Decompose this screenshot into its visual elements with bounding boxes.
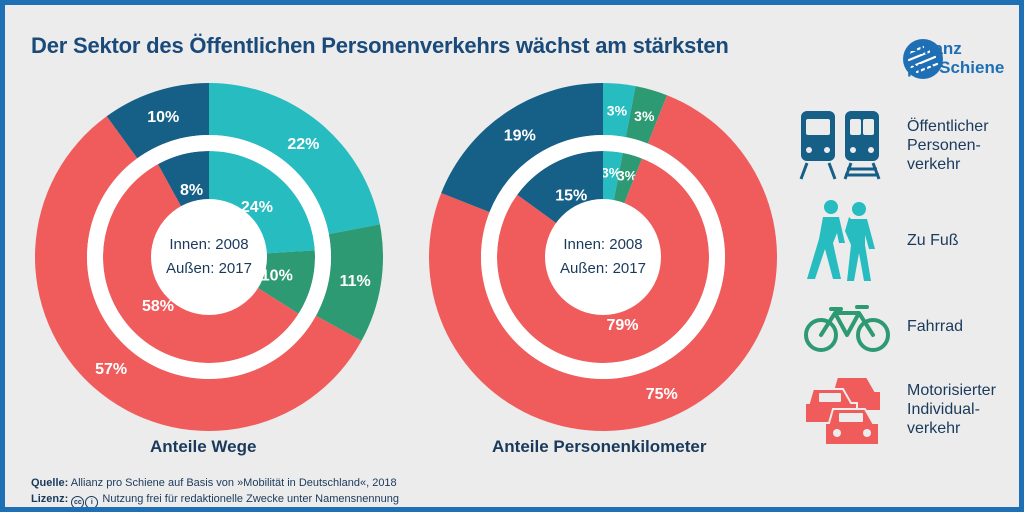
slice-chart2-2017-oepnv xyxy=(603,83,636,138)
cars-icon xyxy=(804,376,882,446)
label-chart1-2008-fuss: 10% xyxy=(261,267,293,284)
center-text-chart1-line2: Außen: 2017 xyxy=(166,260,252,277)
legend-item-motor: Motorisierter Individual- verkehr xyxy=(797,371,1017,455)
legend-label-fahrrad: Fahrrad xyxy=(907,318,964,335)
allianz-logo-icon xyxy=(903,39,943,79)
label-chart2-2017-oepnv: 3% xyxy=(607,103,628,119)
label-chart2-2008-motor: 79% xyxy=(607,317,639,334)
label-chart2-2008-oepnv: 3% xyxy=(601,164,622,180)
train-icon xyxy=(799,111,881,180)
chart-title-personenkilometer: Anteile Personenkilometer xyxy=(492,437,707,456)
slice-chart2-2017-fahrrad xyxy=(441,82,603,213)
label-chart1-2008-motor: 58% xyxy=(142,298,174,315)
slice-chart1-2017-motor xyxy=(34,116,362,432)
label-chart2-2008-fahrrad: 15% xyxy=(555,188,587,205)
license-line: Lizenz: cc i Nutzung frei für redaktionel… xyxy=(31,491,399,507)
charts-area: 24% 10% 58% 8% 22% 11% 57% 10% Innen: 2008 Außen:… xyxy=(34,82,778,432)
label-chart1-2017-motor: 57% xyxy=(95,361,127,378)
separator-ring-chart2 xyxy=(481,135,725,379)
label-chart2-2017-fahrrad: 19% xyxy=(504,128,536,145)
slice-chart1-2017-fuss xyxy=(315,224,383,341)
slice-chart2-2017-motor xyxy=(429,95,778,431)
label-chart1-2008-fahrrad: 8% xyxy=(180,182,203,199)
page-title: Der Sektor des Öffentlichen Personenverk… xyxy=(31,33,729,58)
legend-item-fuss: Zu Fuß xyxy=(797,197,1017,287)
label-chart2-2017-motor: 75% xyxy=(646,386,678,403)
legend-item-fahrrad: Fahrrad xyxy=(797,297,1017,357)
logo-text: Allianz pro Schiene xyxy=(907,39,1004,77)
center-text-chart2-line2: Außen: 2017 xyxy=(560,260,646,277)
label-chart2-2008-fuss: 3% xyxy=(617,167,638,183)
slice-chart2-2017-fuss xyxy=(625,86,668,144)
pedestrians-icon xyxy=(807,200,875,281)
center-text-chart1-line1: Innen: 2008 xyxy=(169,236,248,253)
bicycle-icon xyxy=(804,305,890,352)
slice-chart1-2017-fahrrad xyxy=(106,83,209,159)
logo-line-1: Allianz xyxy=(907,39,962,58)
legend-label-oepnv: Öffentlicher Personen- verkehr xyxy=(907,118,989,173)
by-icon: i xyxy=(85,496,99,507)
label-chart1-2017-fahrrad: 10% xyxy=(147,109,179,126)
label-chart1-2017-fuss: 11% xyxy=(340,273,371,290)
source-line: Quelle: Allianz pro Schiene auf Basis vo… xyxy=(31,477,397,489)
slice-chart1-2017-oepnv xyxy=(209,83,380,235)
legend-item-oepnv: Öffentlicher Personen- verkehr xyxy=(797,105,1017,185)
logo-line-2: pro Schiene xyxy=(907,58,1005,77)
center-hole-chart2 xyxy=(545,199,661,315)
legend-label-motor: Motorisierter Individual- verkehr xyxy=(907,382,996,437)
legend-label-fuss: Zu Fuß xyxy=(907,232,959,249)
separator-ring-chart1 xyxy=(87,135,331,379)
center-hole-chart1 xyxy=(151,199,267,315)
footer: Quelle: Allianz pro Schiene auf Basis vo… xyxy=(31,475,399,507)
label-chart1-2017-oepnv: 22% xyxy=(287,136,319,153)
cc-icon: cc xyxy=(71,496,85,507)
center-text-chart2-line1: Innen: 2008 xyxy=(563,236,642,253)
label-chart1-2008-oepnv: 24% xyxy=(241,199,273,216)
chart-title-wege: Anteile Wege xyxy=(150,437,257,456)
label-chart2-2017-fuss: 3% xyxy=(634,108,655,124)
